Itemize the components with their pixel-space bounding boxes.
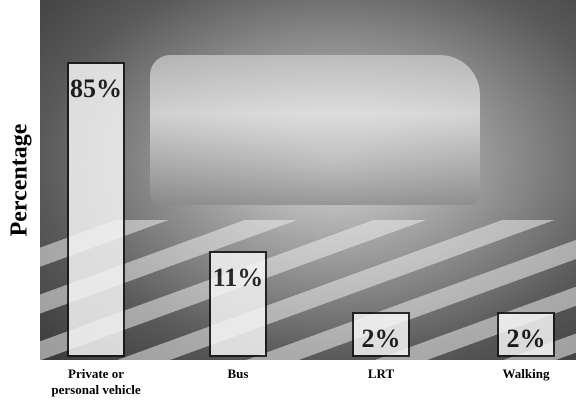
bar: 11%	[209, 250, 267, 357]
value-label: 2%	[506, 323, 546, 353]
bar: 2%	[352, 311, 410, 357]
x-tick-label: LRT	[367, 366, 395, 381]
background-photo	[40, 0, 576, 360]
y-axis-label: Percentage	[6, 123, 33, 237]
x-tick-label: Private or personal vehicle	[51, 366, 141, 397]
value-label: 85%	[70, 73, 122, 103]
bus-image	[150, 55, 480, 205]
value-label: 11%	[212, 262, 264, 292]
value-label: 2%	[361, 323, 401, 353]
x-tick-label: Walking	[502, 366, 550, 381]
x-tick-label: Bus	[227, 366, 249, 381]
bar: 85%	[67, 61, 125, 357]
bar: 2%	[497, 311, 555, 357]
